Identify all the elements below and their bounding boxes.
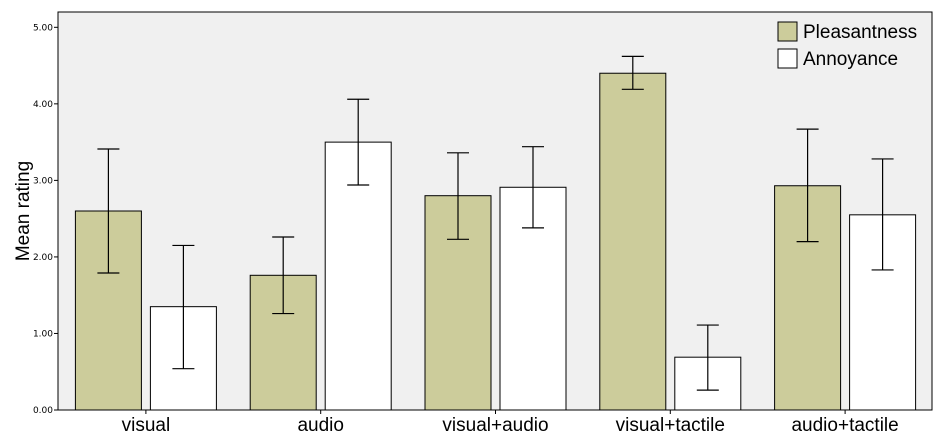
- bar-annoyance-1: [324, 141, 392, 411]
- legend-label-annoyance: Annoyance: [803, 49, 898, 70]
- legend-swatch-pleasantness: [777, 21, 798, 42]
- x-axis: visual audio visual+audio visual+tactile aud…: [122, 410, 899, 436]
- bar-pleasantness-3: [599, 72, 667, 411]
- x-tick-label: visual+audio: [442, 415, 548, 436]
- x-tick-label: visual: [122, 415, 171, 436]
- x-tick-label: visual+tactile: [616, 415, 725, 436]
- error-bars-group: [97, 55, 894, 391]
- y-tick-label: 3.00: [33, 176, 53, 186]
- y-tick-label: 2.00: [33, 253, 53, 263]
- y-tick-label: 5.00: [33, 23, 53, 33]
- x-tick-label: audio+tactile: [791, 415, 898, 436]
- y-axis: 0.00 1.00 2.00 3.00 4.00 5.00: [33, 23, 58, 416]
- legend-swatch-annoyance: [777, 48, 798, 69]
- y-tick-label: 4.00: [33, 100, 53, 110]
- x-tick-label: audio: [297, 415, 344, 436]
- y-tick-label: 1.00: [33, 329, 53, 339]
- legend: Pleasantness Annoyance: [777, 21, 917, 70]
- legend-label-pleasantness: Pleasantness: [803, 22, 917, 43]
- y-axis-title: Mean rating: [13, 161, 34, 261]
- y-tick-label: 0.00: [33, 406, 53, 416]
